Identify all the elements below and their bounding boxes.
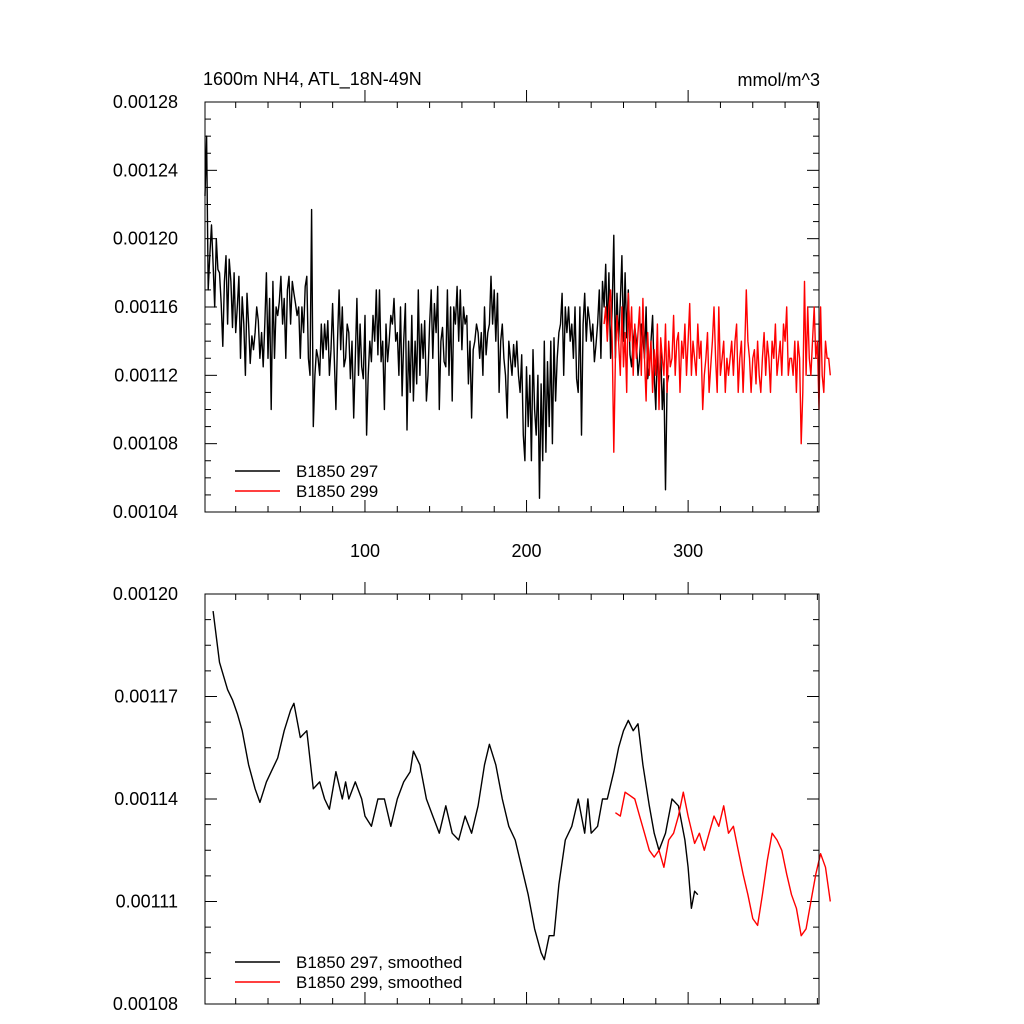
bottom-ticks: 0.00108 0.00111 0.00114 0.00117 0.00120 xyxy=(113,582,819,1014)
top-legend: B1850 297 B1850 299 xyxy=(235,462,378,501)
bottom-series-1-line xyxy=(615,791,831,937)
bottom-ytick-label: 0.00111 xyxy=(116,892,178,912)
top-ytick-label: 0.00112 xyxy=(114,365,178,385)
bottom-ytick-label: 0.00120 xyxy=(113,584,178,604)
top-ytick-label: 0.00128 xyxy=(113,92,178,112)
top-ytick-label: 0.00120 xyxy=(113,229,178,249)
bottom-legend: B1850 297, smoothed B1850 299, smoothed xyxy=(235,953,462,992)
top-series-0-line xyxy=(204,135,670,499)
top-units: mmol/m^3 xyxy=(738,70,820,90)
bottom-plot xyxy=(212,611,831,961)
legend-label-b1850-299-smoothed: B1850 299, smoothed xyxy=(296,973,462,992)
bottom-ytick-label: 0.00114 xyxy=(114,789,178,809)
top-series-1-line xyxy=(603,280,831,453)
top-ytick-label: 0.00104 xyxy=(113,502,178,522)
top-xtick-label: 300 xyxy=(673,541,703,561)
bottom-ytick-label: 0.00117 xyxy=(114,687,178,707)
bottom-ytick-label: 0.00108 xyxy=(113,994,178,1014)
bottom-frame xyxy=(204,593,820,1005)
bottom-panel: 0.00108 0.00111 0.00114 0.00117 0.00120 B185… xyxy=(113,582,831,1014)
top-frame xyxy=(204,101,820,513)
bottom-series-0-line xyxy=(212,611,699,961)
top-panel: 1600m NH4, ATL_18N-49N mmol/m^3 0.00104 0… xyxy=(113,69,831,561)
top-ytick-label: 0.00116 xyxy=(114,297,178,317)
top-plot xyxy=(204,135,831,499)
top-title: 1600m NH4, ATL_18N-49N xyxy=(203,69,422,90)
top-xtick-label: 200 xyxy=(512,541,542,561)
legend-label-b1850-299: B1850 299 xyxy=(296,482,378,501)
legend-label-b1850-297-smoothed: B1850 297, smoothed xyxy=(296,953,462,972)
top-xtick-label: 100 xyxy=(350,541,380,561)
top-ytick-label: 0.00124 xyxy=(113,160,178,180)
legend-label-b1850-297: B1850 297 xyxy=(296,462,378,481)
top-ytick-label: 0.00108 xyxy=(113,434,178,454)
